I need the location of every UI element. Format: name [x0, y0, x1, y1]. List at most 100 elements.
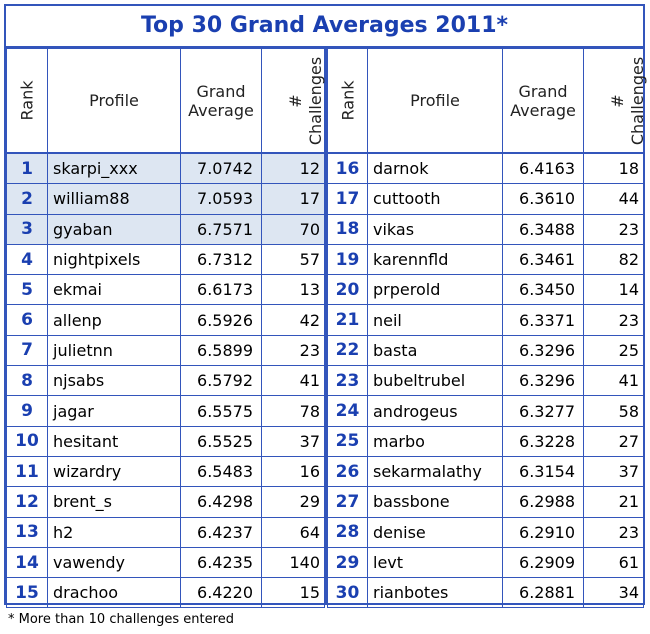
rank-cell: 20	[327, 274, 368, 306]
profile-cell: skarpi_xxx	[47, 152, 181, 185]
table-body-right: 16 darnok 6.4163 18 17 cuttooth 6.3610 44 18 vika…	[327, 152, 644, 609]
challenges-cell: 57	[261, 243, 325, 276]
challenges-cell: 13	[261, 274, 325, 306]
table-row: 8 njsabs 6.5792 41	[6, 365, 325, 397]
rank-cell: 16	[327, 152, 368, 185]
table-row: 1 skarpi_xxx 7.0742 12	[6, 152, 325, 185]
grand-average-cell: 6.6173	[180, 274, 262, 306]
table-row: 13 h2 6.4237 64	[6, 516, 325, 548]
challenges-cell: 25	[583, 334, 644, 367]
challenges-cell: 23	[583, 304, 644, 336]
rank-cell: 1	[6, 152, 48, 185]
table-row: 9 jagar 6.5575 78	[6, 395, 325, 427]
grand-average-cell: 6.3154	[502, 455, 584, 488]
grand-average-cell: 6.5899	[180, 334, 262, 367]
rank-cell: 2	[6, 183, 48, 215]
table-row: 28 denise 6.2910 23	[327, 516, 644, 548]
profile-cell: gyaban	[47, 213, 181, 245]
rank-cell: 21	[327, 304, 368, 336]
challenges-cell: 27	[583, 425, 644, 457]
profile-cell: neil	[367, 304, 503, 336]
profile-cell: william88	[47, 183, 181, 215]
challenges-cell: 140	[261, 546, 325, 579]
table-row: 15 drachoo 6.4220 15	[6, 577, 325, 609]
grand-average-cell: 6.2988	[502, 486, 584, 518]
rank-cell: 17	[327, 183, 368, 215]
table-row: 21 neil 6.3371 23	[327, 304, 644, 336]
table-row: 25 marbo 6.3228 27	[327, 425, 644, 457]
grand-average-cell: 6.4220	[180, 577, 262, 609]
table-row: 14 vawendy 6.4235 140	[6, 546, 325, 579]
profile-cell: wizardry	[47, 455, 181, 488]
grand-average-cell: 7.0593	[180, 183, 262, 215]
grand-average-cell: 6.2909	[502, 546, 584, 579]
rank-cell: 18	[327, 213, 368, 245]
profile-cell: julietnn	[47, 334, 181, 367]
challenges-cell: 14	[583, 274, 644, 306]
grand-average-cell: 6.3488	[502, 213, 584, 245]
challenges-cell: 58	[583, 395, 644, 427]
challenges-cell: 23	[583, 213, 644, 245]
grand-average-cell: 6.4237	[180, 516, 262, 548]
grand-average-cell: 6.7571	[180, 213, 262, 245]
column-header-challenges: # Challenges	[261, 48, 325, 154]
table-row: 19 karennfld 6.3461 82	[327, 243, 644, 276]
page-title: Top 30 Grand Averages 2011*	[6, 6, 643, 48]
challenges-cell: 23	[261, 334, 325, 367]
profile-cell: rianbotes	[367, 577, 503, 609]
profile-cell: ekmai	[47, 274, 181, 306]
grand-average-cell: 6.3610	[502, 183, 584, 215]
rank-cell: 7	[6, 334, 48, 367]
table-row: 20 prperold 6.3450 14	[327, 274, 644, 306]
column-header-rank: Rank	[6, 48, 48, 154]
grand-average-cell: 7.0742	[180, 152, 262, 185]
profile-cell: h2	[47, 516, 181, 548]
rank-cell: 22	[327, 334, 368, 367]
table-row: 22 basta 6.3296 25	[327, 334, 644, 367]
table-row: 17 cuttooth 6.3610 44	[327, 183, 644, 215]
table-body-left: 1 skarpi_xxx 7.0742 12 2 william88 7.0593 17 3 gy…	[6, 152, 325, 609]
table-row: 7 julietnn 6.5899 23	[6, 334, 325, 367]
challenges-cell: 44	[583, 183, 644, 215]
column-header-grand-average: Grand Average	[502, 48, 584, 154]
grand-average-cell: 6.4163	[502, 152, 584, 185]
table-row: 4 nightpixels 6.7312 57	[6, 243, 325, 276]
challenges-cell: 17	[261, 183, 325, 215]
profile-cell: vawendy	[47, 546, 181, 579]
rank-cell: 12	[6, 486, 48, 518]
profile-cell: cuttooth	[367, 183, 503, 215]
table-row: 6 allenp 6.5926 42	[6, 304, 325, 336]
rank-cell: 6	[6, 304, 48, 336]
grand-average-cell: 6.5483	[180, 455, 262, 488]
grand-average-cell: 6.4235	[180, 546, 262, 579]
rank-cell: 3	[6, 213, 48, 245]
challenges-cell: 29	[261, 486, 325, 518]
profile-cell: vikas	[367, 213, 503, 245]
challenges-cell: 42	[261, 304, 325, 336]
profile-cell: brent_s	[47, 486, 181, 518]
table-header-row: Rank Profile Grand Average # Challenges	[6, 48, 325, 154]
table-row: 5 ekmai 6.6173 13	[6, 274, 325, 306]
table-row: 12 brent_s 6.4298 29	[6, 486, 325, 518]
challenges-cell: 23	[583, 516, 644, 548]
rank-cell: 25	[327, 425, 368, 457]
rank-cell: 27	[327, 486, 368, 518]
table-row: 27 bassbone 6.2988 21	[327, 486, 644, 518]
leaderboard-frame: Top 30 Grand Averages 2011* Rank Profile…	[4, 4, 647, 609]
challenges-cell: 70	[261, 213, 325, 245]
rank-cell: 30	[327, 577, 368, 609]
grand-average-cell: 6.4298	[180, 486, 262, 518]
profile-cell: nightpixels	[47, 243, 181, 276]
challenges-cell: 18	[583, 152, 644, 185]
challenges-cell: 61	[583, 546, 644, 579]
rank-cell: 23	[327, 365, 368, 397]
rank-cell: 9	[6, 395, 48, 427]
challenges-cell: 15	[261, 577, 325, 609]
grand-average-cell: 6.5926	[180, 304, 262, 336]
grand-average-cell: 6.3371	[502, 304, 584, 336]
table-row: 16 darnok 6.4163 18	[327, 152, 644, 185]
table-row: 30 rianbotes 6.2881 34	[327, 577, 644, 609]
rank-cell: 19	[327, 243, 368, 276]
